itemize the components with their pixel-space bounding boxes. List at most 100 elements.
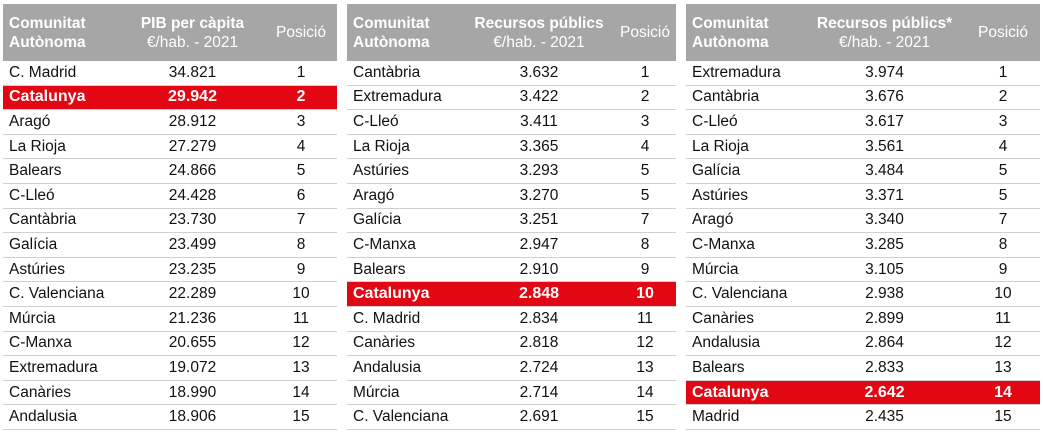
table-row: C. Valenciana 2.938 10: [686, 281, 1040, 307]
region-name: Madrid: [686, 404, 803, 430]
region-name: Múrcia: [686, 257, 803, 283]
region-position: 6: [265, 183, 337, 209]
header-value: PIB per càpita €/hab. - 2021: [120, 4, 265, 61]
region-name: Astúries: [3, 257, 120, 283]
region-position: 1: [265, 61, 337, 86]
region-value: 3.270: [464, 183, 614, 209]
region-value: 23.235: [120, 257, 265, 283]
table-row: Galícia 3.251 7: [347, 208, 676, 234]
table-row: Canàries 18.990 14: [3, 380, 337, 406]
region-position: 1: [966, 61, 1040, 86]
region-position: 10: [265, 281, 337, 307]
region-name: C. Madrid: [347, 306, 464, 332]
region-name: La Rioja: [3, 134, 120, 160]
region-name: Aragó: [686, 208, 803, 234]
region-value: 21.236: [120, 306, 265, 332]
region-name: Aragó: [3, 109, 120, 135]
header-position: Posició: [966, 4, 1040, 61]
region-value: 3.105: [803, 257, 966, 283]
region-name: Galícia: [347, 208, 464, 234]
region-name: Astúries: [347, 158, 464, 184]
region-value: 2.724: [464, 355, 614, 381]
region-name: C. Valenciana: [347, 404, 464, 430]
table-row: C. Madrid 34.821 1: [3, 61, 337, 86]
header-community-line1: Comunitat: [692, 14, 769, 32]
region-value: 34.821: [120, 61, 265, 86]
region-name: Galícia: [3, 232, 120, 258]
header-value-line1: Recursos públics: [474, 14, 604, 32]
region-value: 24.428: [120, 183, 265, 209]
region-value: 3.617: [803, 109, 966, 135]
region-value: 2.947: [464, 232, 614, 258]
region-name: Catalunya: [3, 85, 120, 111]
region-position: 4: [265, 134, 337, 160]
region-position: 11: [614, 306, 676, 332]
region-name: C-Manxa: [3, 331, 120, 357]
region-position: 5: [966, 183, 1040, 209]
header-value-line1: PIB per càpita: [140, 14, 245, 32]
region-position: 13: [265, 355, 337, 381]
table-row: La Rioja 27.279 4: [3, 134, 337, 160]
table-row: C-Manxa 20.655 12: [3, 331, 337, 357]
region-value: 3.422: [464, 85, 614, 111]
header-value-line2: €/hab. - 2021: [493, 33, 585, 51]
region-position: 3: [265, 109, 337, 135]
table-row: Extremadura 3.974 1: [686, 61, 1040, 86]
region-position: 10: [966, 281, 1040, 307]
table-row: C. Valenciana 22.289 10: [3, 281, 337, 307]
region-name: Catalunya: [347, 281, 464, 307]
table-row: Balears 2.910 9: [347, 257, 676, 283]
region-name: Cantàbria: [686, 85, 803, 111]
region-name: Andalusia: [347, 355, 464, 381]
table-row: Canàries 2.818 12: [347, 331, 676, 357]
header-value-line2: €/hab. - 2021: [838, 33, 931, 51]
table-row: La Rioja 3.561 4: [686, 134, 1040, 160]
region-position: 3: [614, 109, 676, 135]
region-position: 2: [265, 85, 337, 111]
header-community: Comunitat Autònoma: [3, 4, 120, 61]
table-row: Aragó 3.340 7: [686, 208, 1040, 234]
table-row: Aragó 3.270 5: [347, 183, 676, 209]
region-value: 3.974: [803, 61, 966, 86]
table-row: Andalusia 2.864 12: [686, 331, 1040, 357]
region-name: Aragó: [347, 183, 464, 209]
region-position: 8: [614, 232, 676, 258]
region-position: 1: [614, 61, 676, 86]
table-row: C. Valenciana 2.691 15: [347, 404, 676, 430]
table-row: Andalusia 2.724 13: [347, 355, 676, 381]
region-position: 7: [966, 208, 1040, 234]
region-name: Múrcia: [3, 306, 120, 332]
region-position: 9: [265, 257, 337, 283]
region-name: Múrcia: [347, 380, 464, 406]
region-value: 2.834: [464, 306, 614, 332]
region-position: 2: [966, 85, 1040, 111]
region-name: C-Manxa: [347, 232, 464, 258]
region-value: 2.818: [464, 331, 614, 357]
region-value: 18.990: [120, 380, 265, 406]
region-value: 24.866: [120, 158, 265, 184]
region-position: 14: [966, 380, 1040, 406]
header-position: Posició: [614, 4, 676, 61]
table-row: Múrcia 21.236 11: [3, 306, 337, 332]
table-row: Cantàbria 3.676 2: [686, 85, 1040, 111]
region-value: 3.484: [803, 158, 966, 184]
region-value: 2.910: [464, 257, 614, 283]
region-value: 2.833: [803, 355, 966, 381]
table-row: Andalusia 18.906 15: [3, 404, 337, 430]
region-position: 5: [265, 158, 337, 184]
region-position: 7: [614, 208, 676, 234]
region-position: 5: [966, 158, 1040, 184]
region-value: 20.655: [120, 331, 265, 357]
header-community-line1: Comunitat: [9, 14, 86, 32]
region-value: 3.340: [803, 208, 966, 234]
region-position: 14: [614, 380, 676, 406]
region-value: 2.691: [464, 404, 614, 430]
table-row: C. Madrid 2.834 11: [347, 306, 676, 332]
region-position: 10: [614, 281, 676, 307]
table-row: Múrcia 3.105 9: [686, 257, 1040, 283]
region-position: 8: [265, 232, 337, 258]
table-row: Astúries 3.371 5: [686, 183, 1040, 209]
region-value: 23.730: [120, 208, 265, 234]
region-position: 9: [614, 257, 676, 283]
region-value: 3.251: [464, 208, 614, 234]
